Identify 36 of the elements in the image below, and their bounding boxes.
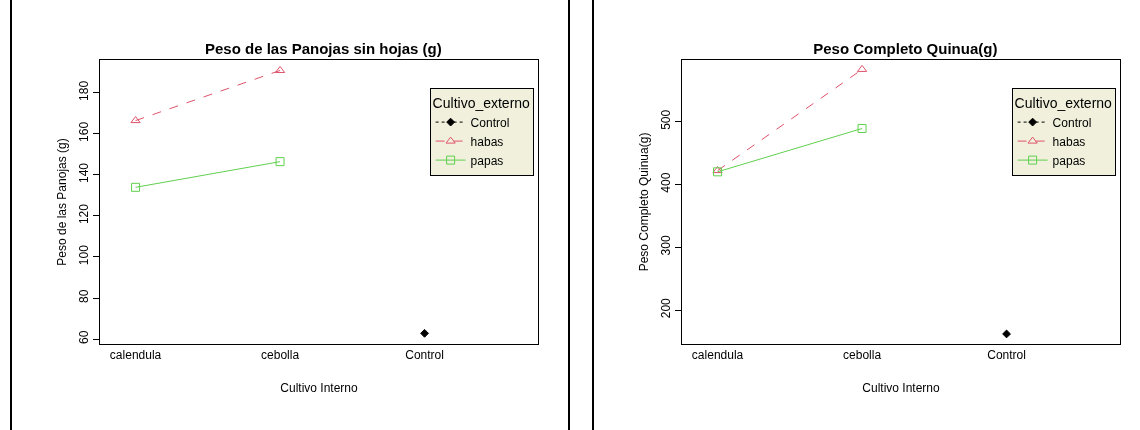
legend-label: habas	[1052, 134, 1086, 149]
legend-label: papas	[470, 153, 504, 168]
y-tick-label: 120	[77, 203, 92, 225]
point	[420, 328, 429, 338]
x-tick-label: Control	[987, 348, 1026, 363]
y-axis-title: Peso Completo Quinua(g)	[636, 132, 651, 272]
y-tick-label: 500	[659, 109, 674, 130]
x-tick-label: cebolla	[261, 348, 300, 363]
point	[275, 157, 285, 167]
x-axis-title: Cultivo Interno	[280, 381, 359, 396]
x-axis-title: Cultivo Interno	[862, 381, 941, 396]
point	[857, 123, 867, 133]
x-tick-label: calendula	[109, 348, 162, 363]
x-tick-label: calendula	[691, 348, 744, 363]
legend-label: habas	[470, 134, 504, 149]
x-tick-label: Control	[405, 348, 444, 363]
point	[1002, 329, 1011, 339]
legend-label: papas	[1052, 153, 1086, 168]
y-tick-label: 60	[77, 330, 92, 344]
y-tick-label: 140	[77, 162, 92, 184]
point	[131, 182, 141, 192]
y-tick-label: 80	[77, 289, 92, 303]
y-tick-label: 300	[659, 235, 674, 256]
y-tick-label: 100	[77, 244, 92, 266]
chart-title: Peso Completo Quinua(g)	[813, 40, 998, 58]
legend-title: Cultivo_externo	[1014, 94, 1113, 111]
y-tick-label: 180	[77, 80, 92, 101]
y-tick-label: 160	[77, 121, 92, 142]
y-tick-label: 200	[659, 297, 674, 319]
legend-label: Control	[1052, 115, 1092, 130]
y-tick-label: 400	[659, 172, 674, 193]
legend-label: Control	[470, 115, 510, 130]
chart-title: Peso de las Panojas sin hojas (g)	[204, 40, 442, 58]
legend-title: Cultivo_externo	[432, 94, 531, 111]
x-tick-label: cebolla	[843, 348, 882, 363]
y-axis-title: Peso de las Panojas (g)	[54, 138, 69, 266]
